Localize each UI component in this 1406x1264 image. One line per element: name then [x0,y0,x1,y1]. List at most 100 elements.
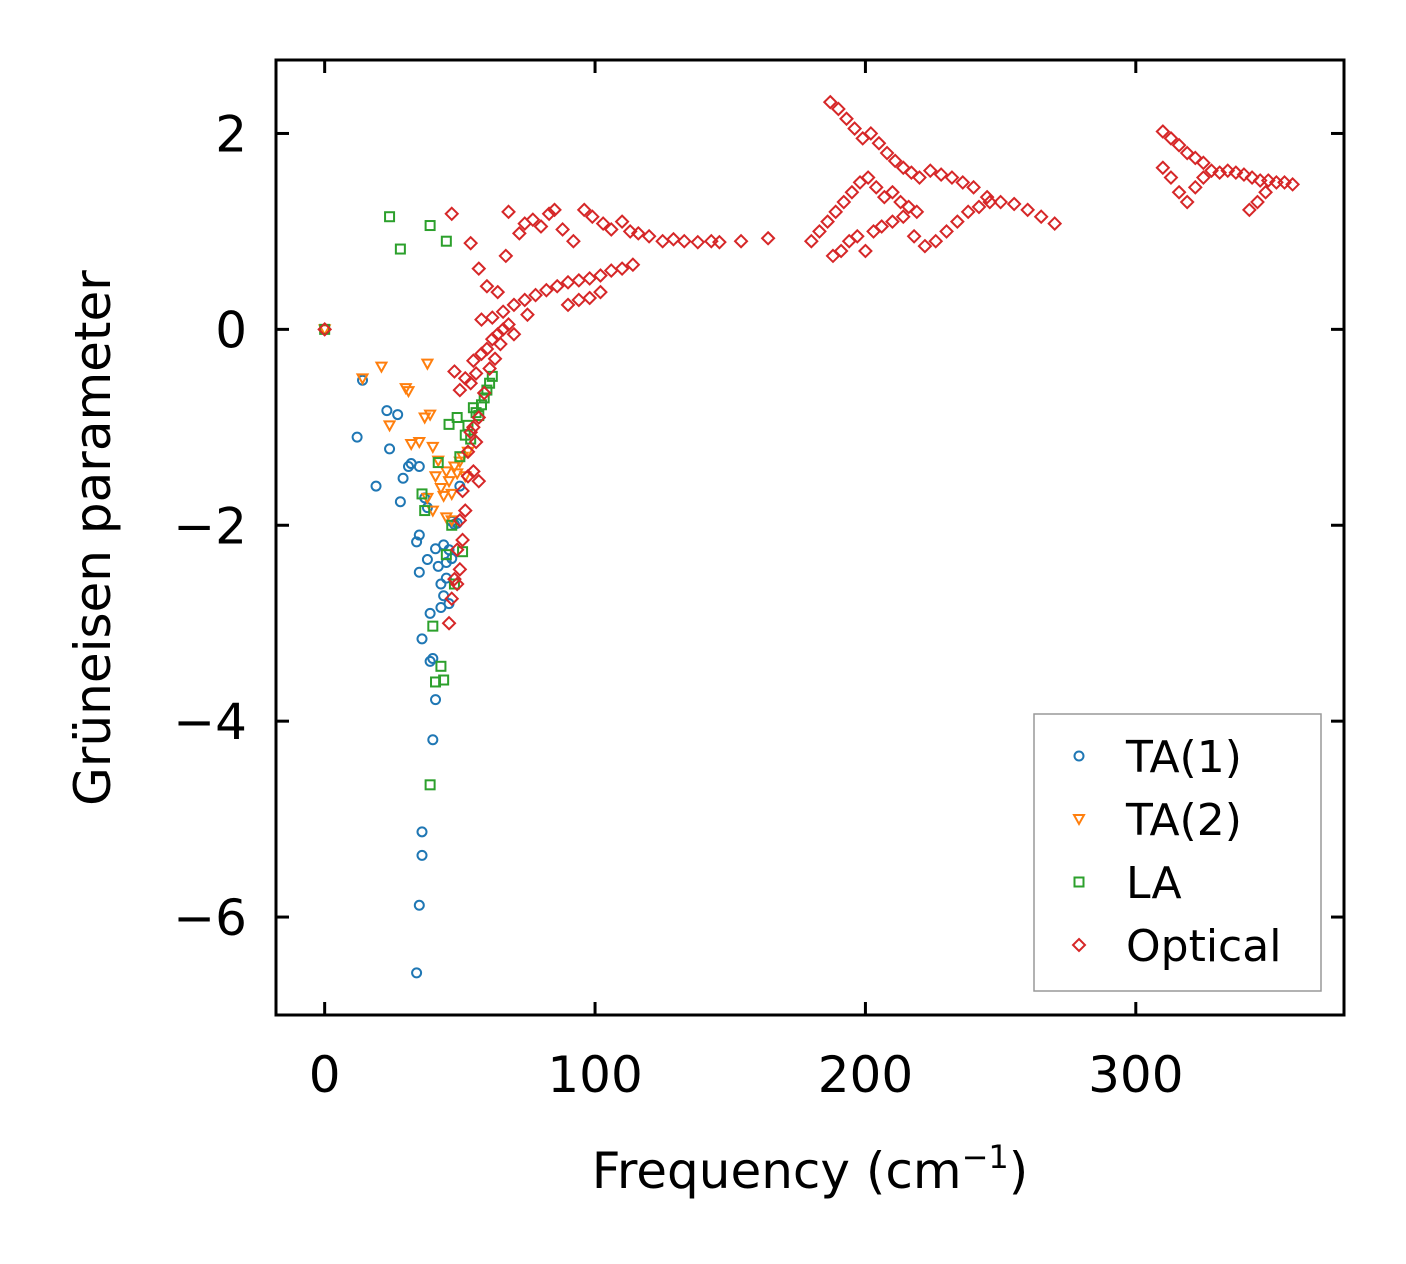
data-point [1171,184,1187,200]
data-point [474,346,489,362]
data-point [413,529,425,541]
data-point [582,290,598,306]
legend: TA(1) TA(2) LA Optical [1033,713,1322,992]
data-point [443,418,455,430]
data-point [895,160,911,176]
data-point [416,826,428,838]
data-point [1228,165,1244,181]
data-point [833,243,849,259]
data-layer [317,94,1301,979]
data-point [468,434,484,450]
y-tick-label: −6 [173,889,247,947]
data-point [490,284,506,300]
x-tick-label: 100 [547,1046,642,1104]
data-point [493,336,508,352]
data-point [906,228,922,244]
data-point [465,419,481,435]
data-point [828,204,844,220]
data-point [666,231,681,247]
data-point [426,505,440,518]
data-point [463,235,479,251]
data-point [871,135,887,151]
data-point [421,554,433,566]
data-point [1033,209,1049,225]
data-point [440,235,452,247]
data-point [641,228,657,244]
data-point [452,561,468,577]
data-point [424,220,436,232]
data-point [1260,173,1276,188]
data-point [454,451,466,463]
legend-label: TA(1) [1125,732,1242,783]
data-point [374,361,389,374]
data-point [370,480,382,492]
x-tick-label: 200 [818,1046,913,1104]
data-point [413,899,425,911]
data-point [439,466,454,479]
data-point [547,202,562,218]
data-point [397,472,409,484]
legend-entry: LA [1073,858,1182,909]
data-point [479,278,495,294]
legend-entries: TA(1) TA(2) LA Optical [1071,732,1281,972]
data-point [412,437,427,450]
data-point [1171,137,1187,153]
data-point [487,351,503,367]
data-point [413,566,425,578]
data-point [434,483,448,496]
data-point [447,364,462,379]
data-point [1155,160,1171,176]
legend-marker [1071,937,1087,953]
data-point [451,412,463,424]
data-point [1179,145,1195,161]
data-point [430,694,442,706]
data-point [1187,150,1203,166]
y-tick-label: −2 [173,497,247,555]
data-point [428,471,443,484]
y-tick-label: −4 [173,693,247,751]
data-point [528,287,543,303]
data-point [803,233,819,249]
data-point [1163,130,1179,146]
data-point [849,228,865,244]
data-point [912,170,927,185]
data-point [885,184,900,200]
data-point [593,268,608,283]
data-point [901,199,917,215]
data-point [1241,202,1257,218]
data-point [426,441,440,454]
data-point [484,377,496,389]
data-point [1212,165,1228,181]
data-point [1258,184,1274,200]
data-point [411,536,423,548]
data-point [917,238,933,254]
data-point [438,674,450,686]
data-point [625,257,641,273]
data-point [478,392,490,404]
legend-entry: Optical [1071,921,1281,972]
data-point [812,223,827,239]
data-point [420,358,435,371]
x-axis-label-superscript: −1 [962,1138,1009,1176]
data-point [582,271,598,286]
data-point [541,206,557,222]
data-point [903,165,919,181]
data-point [944,170,960,185]
data-point [955,175,971,190]
data-point [441,615,457,631]
data-point [424,779,436,791]
data-point [484,331,500,347]
data-point [836,194,852,210]
data-point [874,219,890,234]
data-point [1204,163,1219,179]
data-point [949,214,965,230]
data-point [690,234,706,250]
data-point [449,542,465,558]
data-point [394,243,406,255]
data-point [411,967,423,979]
data-point [351,431,363,443]
data-point [452,512,468,528]
data-point [476,385,492,401]
data-point [603,222,619,237]
data-point [1244,170,1260,185]
